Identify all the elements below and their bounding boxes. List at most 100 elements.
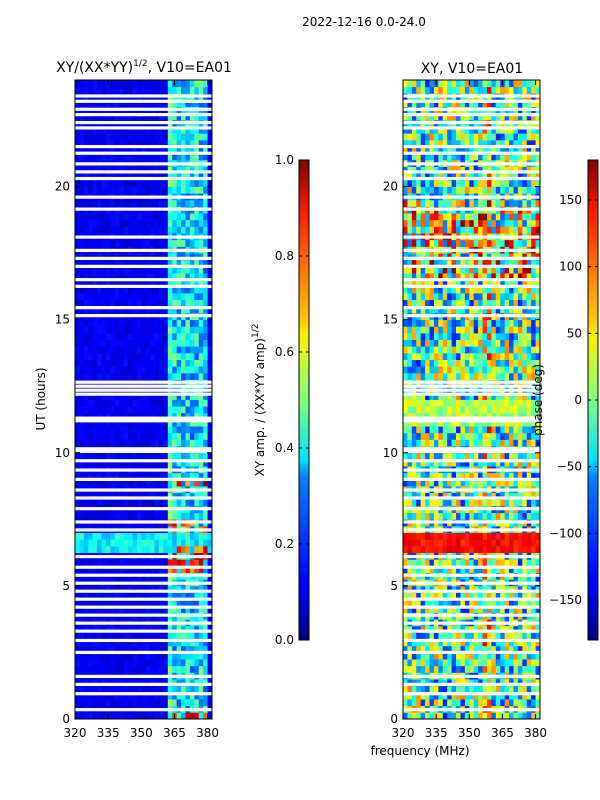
heatmap-cell — [207, 80, 213, 88]
heatmap-cell — [203, 139, 208, 147]
heatmap-cell — [513, 679, 519, 687]
heatmap-cell — [526, 439, 532, 447]
heatmap-cell — [119, 699, 125, 707]
heatmap-cell — [469, 359, 475, 367]
heatmap-cell — [105, 279, 111, 287]
heatmap-cell — [123, 565, 129, 573]
heatmap-cell — [97, 426, 102, 434]
heatmap-cell — [491, 492, 497, 500]
heatmap-cell — [486, 685, 492, 693]
heatmap-cell — [451, 339, 457, 347]
heatmap-cell — [114, 699, 120, 707]
heatmap-cell — [75, 279, 80, 287]
heatmap-cell — [110, 679, 116, 687]
heatmap-cell — [433, 419, 439, 427]
heatmap-cell — [433, 392, 439, 400]
heatmap-cell — [110, 266, 116, 274]
heatmap-cell — [203, 352, 208, 360]
heatmap-cell — [185, 299, 191, 307]
heatmap-cell — [75, 419, 80, 427]
heatmap-cell — [526, 559, 532, 567]
heatmap-cell — [194, 139, 200, 147]
heatmap-cell — [416, 512, 422, 520]
heatmap-cell — [500, 699, 506, 707]
heatmap-cell — [145, 86, 151, 94]
heatmap-cell — [189, 346, 195, 354]
heatmap-cell — [420, 659, 426, 667]
heatmap-cell — [420, 366, 426, 374]
heatmap-cell — [172, 625, 178, 633]
heatmap-cell — [517, 652, 523, 660]
heatmap-cell — [500, 452, 506, 460]
heatmap-cell — [150, 332, 155, 340]
heatmap-cell — [420, 406, 426, 414]
heatmap-cell — [189, 166, 195, 174]
heatmap-cell — [145, 712, 151, 720]
heatmap-cell — [119, 406, 125, 414]
heatmap-cell — [456, 625, 461, 633]
heatmap-cell — [136, 293, 142, 301]
heatmap-cell — [433, 339, 439, 347]
amplitude-colorbar: 0.00.20.40.60.81.0 XY amp. / (XX*YY amp)… — [251, 153, 310, 647]
heatmap-cell — [185, 226, 191, 234]
heatmap-cell — [194, 86, 200, 94]
heatmap-cell — [203, 659, 208, 667]
heatmap-cell — [132, 532, 138, 540]
heatmap-cell — [522, 479, 528, 487]
heatmap-cell — [185, 86, 191, 94]
heatmap-cell — [123, 339, 129, 347]
heatmap-cell — [407, 399, 413, 407]
heatmap-cell — [132, 319, 138, 327]
heatmap-cell — [181, 625, 186, 633]
heatmap-cell — [79, 113, 85, 121]
heatmap-cell — [79, 253, 85, 261]
data-gap-row — [75, 235, 212, 239]
heatmap-cell — [447, 332, 453, 340]
heatmap-cell — [207, 219, 213, 227]
heatmap-cell — [478, 499, 483, 507]
heatmap-cell — [181, 639, 186, 647]
heatmap-cell — [128, 685, 133, 693]
heatmap-cell — [176, 146, 182, 154]
heatmap-cell — [158, 186, 164, 194]
heatmap-cell — [194, 99, 200, 108]
heatmap-cell — [105, 392, 111, 400]
heatmap-cell — [491, 585, 497, 593]
heatmap-cell — [189, 472, 195, 480]
heatmap-cell — [167, 326, 173, 334]
heatmap-cell — [198, 479, 204, 487]
heatmap-cell — [486, 399, 492, 407]
heatmap-cell — [141, 652, 147, 660]
heatmap-cell — [473, 392, 479, 400]
heatmap-cell — [136, 592, 142, 600]
heatmap-cell — [132, 639, 138, 647]
heatmap-cell — [407, 366, 413, 374]
heatmap-cell — [407, 332, 413, 340]
heatmap-cell — [495, 459, 501, 467]
heatmap-cell — [531, 492, 536, 500]
heatmap-cell — [83, 665, 89, 673]
y-tick-label: 0 — [62, 712, 70, 726]
heatmap-cell — [478, 532, 483, 540]
heatmap-cell — [114, 639, 120, 647]
heatmap-cell — [491, 512, 497, 520]
heatmap-cell — [92, 439, 98, 447]
heatmap-cell — [75, 153, 80, 161]
heatmap-cell — [495, 605, 501, 613]
heatmap-cell — [504, 532, 510, 540]
heatmap-cell — [185, 259, 191, 267]
heatmap-cell — [105, 332, 111, 340]
heatmap-cell — [456, 512, 461, 520]
heatmap-cell — [185, 452, 191, 460]
heatmap-cell — [158, 126, 164, 134]
heatmap-cell — [136, 146, 142, 154]
heatmap-cell — [176, 499, 182, 507]
heatmap-cell — [185, 539, 191, 547]
heatmap-cell — [464, 639, 470, 647]
heatmap-cell — [88, 459, 94, 467]
heatmap-cell — [203, 153, 208, 161]
heatmap-cell — [110, 599, 116, 607]
heatmap-cell — [535, 472, 541, 480]
heatmap-cell — [88, 565, 94, 573]
heatmap-cell — [500, 685, 506, 693]
